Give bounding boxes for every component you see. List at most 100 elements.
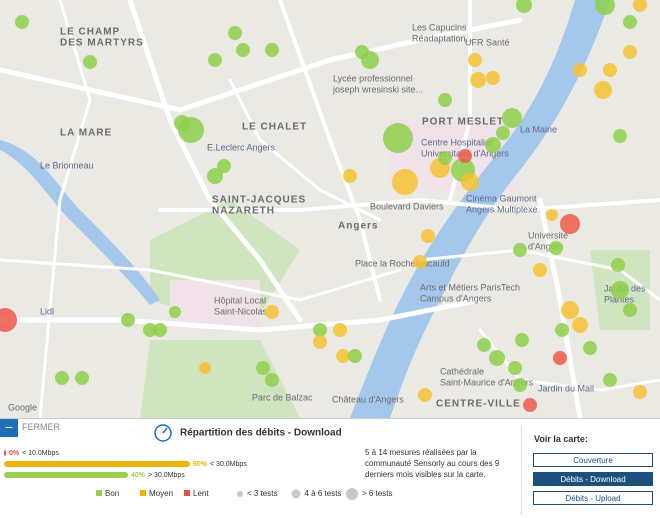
measurement-dot [413,255,427,269]
measurement-dot [633,0,647,12]
measurement-dot [573,63,587,77]
threshold: < 30.0Mbps [210,461,247,468]
description-line: derniers mois visibles sur la carte. [365,470,485,479]
legend-size [291,489,301,499]
measurement-dot [486,71,500,85]
measurement-dot [513,378,527,392]
legend-label: Lent [193,489,209,498]
percent: 60% [193,461,208,468]
info-panel: − FERMER Répartition des débits - Downlo… [0,418,660,518]
measurement-dot [611,281,629,299]
legend-size [237,491,243,497]
measurement-dot [533,263,547,277]
measurement-dot [549,241,563,255]
map-label: Place la Rochefoucauld [355,258,450,268]
map-label: Cinéma Gaumont [466,193,537,203]
roads [0,0,660,418]
measurement-dot [633,385,647,399]
measurement-dot [595,0,615,15]
map-label: Plantes [604,294,635,304]
view-button[interactable]: Débits - Upload [533,491,653,505]
legend-label: < 3 tests [247,489,277,498]
percent: 0% [9,450,20,457]
measurement-dot [217,159,231,173]
map-label: joseph wresinski site... [332,84,423,94]
close-icon[interactable]: − [0,419,18,437]
measurement-dot [502,108,522,128]
percent: 40% [131,472,146,479]
measurement-dot [603,63,617,77]
measurement-dot [265,373,279,387]
legend-swatch [96,490,102,496]
map-label: Jardin du Mail [538,383,594,393]
view-button[interactable]: Couverture [533,453,653,467]
distribution-bar [4,472,128,478]
measurement-dot [199,362,211,374]
legend-label: Bon [105,489,119,498]
measurement-dot [418,388,432,402]
measurement-dot [560,214,580,234]
view-title: Voir la carte: [534,434,588,444]
map-label: LA MARE [60,128,112,139]
distribution-chart: Répartition des débits - Download 5 à 14… [4,424,500,500]
legend-label: 4 à 6 tests [305,489,342,498]
view-button[interactable]: Débits - Download [533,472,653,486]
close-button[interactable]: FERMER [22,422,60,432]
map-label: Parc de Balzac [252,392,313,402]
map-label: NAZARETH [212,206,275,217]
map-label: Cathédrale [440,366,484,376]
map-label: LE CHALET [242,122,307,133]
measurement-dot [515,333,529,347]
map-label: Saint-Maurice d'Angers [440,377,534,387]
measurement-dot [468,53,482,67]
measurement-dot [623,45,637,59]
legend-size [346,488,358,500]
map-label: Le Brionneau [40,160,94,170]
measurement-dot [121,313,135,327]
map-label: La Maine [520,124,557,134]
distribution-label: 60% < 30.0Mbps [193,461,247,468]
map-label: Angers Multiplexe [466,204,538,214]
measurement-dot [594,81,612,99]
map-label: UFR Santé [465,37,510,47]
measurement-dot [421,229,435,243]
measurement-dot [256,361,270,375]
map-label: Saint-Nicolas [214,306,268,316]
map-label: E.Leclerc Angers [207,142,276,152]
distribution-label: 0% < 10.0Mbps [9,450,59,457]
measurement-dot [485,137,501,153]
measurements [0,0,647,412]
description-line: 5 à 14 mesures réalisées par la [365,448,477,457]
measurement-dot [343,169,357,183]
distribution-label: 40% > 30.0Mbps [131,472,185,479]
map-label: Arts et Métiers ParisTech [420,282,520,292]
measurement-dot [392,169,418,195]
measurement-dot [153,323,167,337]
measurement-dot [583,341,597,355]
legend-label: Moyen [149,489,173,498]
measurement-dot [169,306,181,318]
park [140,340,300,418]
distribution-bar [4,450,6,456]
map-label: d'Angers [528,241,564,251]
map-label: LE CHAMP [60,27,120,38]
measurement-dot [83,55,97,69]
measurement-dot [555,323,569,337]
measurement-dot [613,129,627,143]
measurement-dot [477,338,491,352]
measurement-dot [438,151,452,165]
map-label: Campus d'Angers [420,293,492,303]
threshold: > 30.0Mbps [148,472,185,479]
measurement-dot [458,149,472,163]
map-label: Angers [338,221,378,232]
measurement-dot [0,308,17,332]
map-label: SAINT-JACQUES [212,195,306,206]
measurement-dot [611,258,625,272]
measurement-dot [75,371,89,385]
measurement-dot [265,305,279,319]
description-line: communauté Sensorly au cours des 9 [365,459,500,468]
legend-swatch [140,490,146,496]
map-label: Lycée professionnel [333,73,413,83]
